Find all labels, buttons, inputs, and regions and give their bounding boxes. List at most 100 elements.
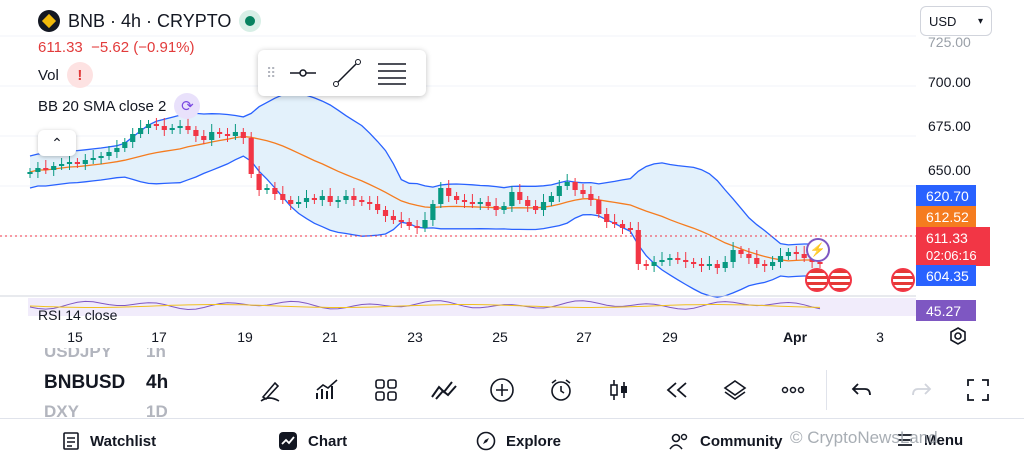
candle-body (153, 124, 159, 126)
candle-body (367, 202, 373, 204)
candle-body (517, 192, 523, 200)
drag-handle-icon[interactable]: ⠿ (266, 64, 276, 81)
undo-icon[interactable] (848, 376, 876, 404)
symbol-title[interactable]: BNB · 4h · CRYPTO (38, 10, 262, 32)
candle-body (485, 202, 491, 206)
time-tick: 17 (151, 329, 167, 345)
currency-select[interactable]: USD ▾ (920, 6, 992, 36)
time-tick: 27 (576, 329, 592, 345)
time-tick: 29 (662, 329, 678, 345)
indicators-icon[interactable] (313, 376, 341, 404)
candle-body (209, 132, 215, 140)
sync-icon[interactable]: ⟳ (174, 93, 201, 119)
price-tick: 675.00 (928, 118, 971, 134)
indicator-rsi[interactable]: RSI 14 close (38, 307, 118, 323)
redo-icon[interactable] (907, 376, 935, 404)
warning-icon[interactable]: ! (66, 62, 93, 88)
chevron-up-icon: ⌃ (51, 134, 63, 151)
candle-body (201, 136, 207, 140)
candle-body (667, 258, 673, 260)
candle-body (746, 254, 752, 258)
candle-body (359, 200, 365, 202)
candle-body (390, 216, 396, 220)
candle-body (777, 256, 784, 262)
candle-body (327, 196, 333, 202)
symbol-prev-timeframe[interactable]: 1h (146, 348, 166, 360)
candle-body (232, 132, 238, 136)
collapse-indicators-button[interactable]: ⌃ (38, 130, 76, 156)
candle-body (430, 204, 436, 220)
last-price-tag: 611.33 (916, 227, 990, 248)
candle-body (817, 262, 823, 264)
fullscreen-icon[interactable] (964, 376, 992, 404)
rsi-pane (28, 298, 916, 316)
candle-body (501, 206, 507, 210)
nav-explore[interactable]: Explore (476, 431, 561, 451)
candle-body (540, 202, 547, 210)
price-tick: 725.00 (928, 34, 971, 50)
drawing-floating-toolbar[interactable]: ⠿ (258, 50, 426, 96)
horizontal-ray-icon[interactable] (288, 63, 318, 83)
timeframe-current[interactable]: 4h (146, 372, 169, 393)
more-options-icon[interactable] (779, 376, 807, 404)
replay-rewind-icon[interactable] (663, 376, 691, 404)
layout-grid-icon[interactable] (372, 376, 400, 404)
time-tick: 25 (492, 329, 508, 345)
candle-body (248, 138, 254, 174)
candle-body (82, 160, 88, 164)
candle-body (98, 156, 104, 158)
nav-menu[interactable]: Menu (896, 431, 963, 449)
candle-body (461, 200, 468, 202)
draw-pen-icon[interactable] (256, 376, 284, 404)
chart-area[interactable]: BNB · 4h · CRYPTO 611.33 −5.62 (−0.91%) … (0, 0, 1024, 350)
candle-body (43, 168, 49, 170)
symbol-next-timeframe[interactable]: 1D (146, 402, 168, 420)
candle-body (556, 186, 562, 196)
candle-body (612, 222, 618, 224)
candle-body (122, 142, 128, 148)
indicator-bb[interactable]: BB 20 SMA close 2 ⟳ (38, 93, 201, 119)
compass-icon (476, 431, 496, 451)
add-symbol-icon[interactable] (488, 376, 516, 404)
symbol-next[interactable]: DXY (44, 402, 79, 420)
candle-body (659, 260, 665, 262)
us-flag-event-icon[interactable] (805, 268, 829, 292)
layers-icon[interactable] (721, 376, 749, 404)
candle-body (398, 220, 404, 222)
candle-body (90, 158, 96, 160)
candle-body (280, 194, 286, 200)
symbol-current[interactable]: BNBUSD (44, 372, 126, 393)
candle-body (185, 126, 191, 130)
compare-icon[interactable] (430, 376, 458, 404)
candle-body (722, 262, 728, 268)
nav-chart[interactable]: Chart (278, 431, 347, 451)
nav-community[interactable]: Community (668, 431, 783, 451)
symbol-prev[interactable]: USDJPY (44, 348, 113, 360)
parallel-channel-icon[interactable] (376, 59, 408, 87)
us-flag-event-icon[interactable] (891, 268, 915, 292)
bottom-navigation[interactable]: Watchlist Chart Explore Community Menu (0, 418, 1024, 461)
symbol-picker-row[interactable]: USDJPY 1h BNBUSD 4h DXY 1D (0, 348, 1024, 422)
candle-body (706, 264, 712, 266)
us-flag-event-icon[interactable] (828, 268, 852, 292)
nav-watchlist[interactable]: Watchlist (62, 431, 156, 451)
candle-body (74, 162, 80, 164)
candle-body (138, 128, 144, 134)
toolbar-divider (826, 370, 827, 410)
price-chart[interactable] (0, 0, 916, 325)
candle-body (627, 228, 633, 230)
trend-line-icon[interactable] (332, 58, 362, 88)
lightning-event-icon[interactable]: ⚡ (806, 238, 830, 262)
price-change: 611.33 −5.62 (−0.91%) (38, 39, 195, 56)
candle-body (296, 202, 302, 204)
indicator-vol[interactable]: Vol ! (38, 62, 93, 88)
candle-body (303, 198, 310, 202)
countdown-tag: 02:06:16 (916, 245, 990, 266)
candle-body (643, 264, 649, 266)
candle-body (406, 222, 412, 226)
alarm-clock-icon[interactable] (547, 376, 575, 404)
candle-style-icon[interactable] (605, 376, 633, 404)
chart-settings-icon[interactable] (948, 326, 968, 346)
candle-body (698, 264, 705, 266)
candle-body (691, 262, 697, 264)
